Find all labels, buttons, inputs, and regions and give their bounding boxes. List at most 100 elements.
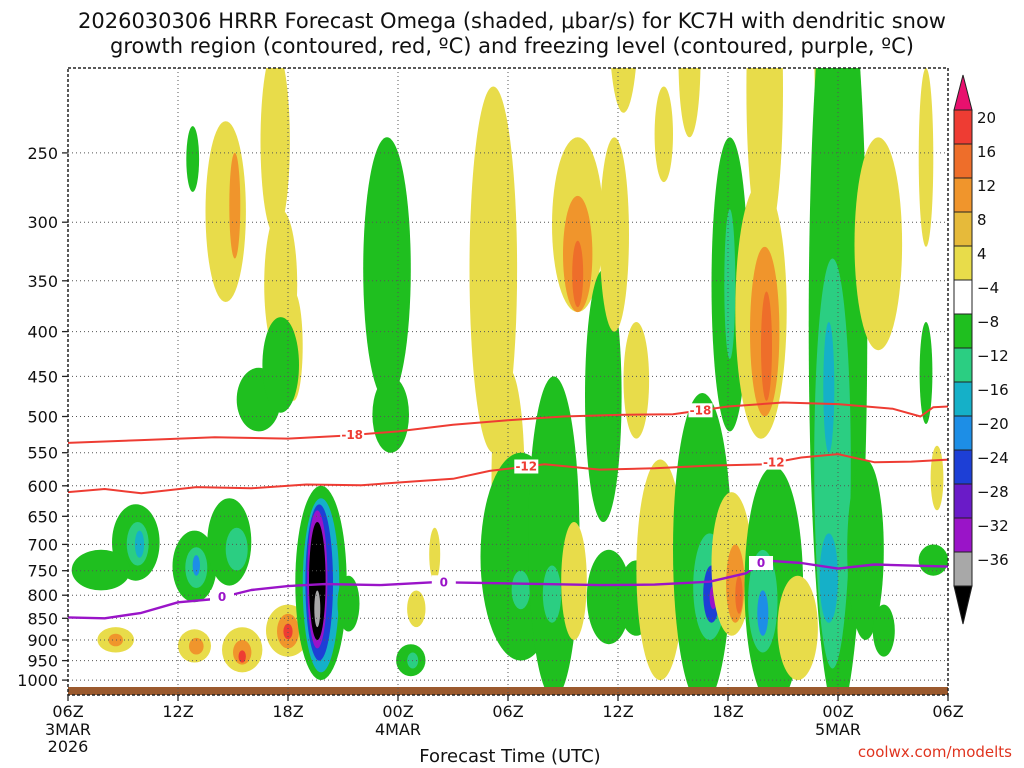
x-tick-sublabel-42-0: 5MAR xyxy=(815,720,861,739)
colorbar: 20 16 12 8 4 −4 −8 −12 −16 −20 −24 −28 −32 −36 xyxy=(953,74,1009,625)
omega-cell-82 xyxy=(819,533,838,623)
omega-cell-10 xyxy=(134,530,145,558)
freezing-level-label-bg-2 xyxy=(749,556,773,570)
colorbar-label-13: −36 xyxy=(977,551,1009,569)
colorbar-segment-8 xyxy=(953,347,973,383)
colorbar-segment-10 xyxy=(953,415,973,451)
terrain-bar xyxy=(68,687,948,695)
colorbar-label-10: −24 xyxy=(977,449,1009,467)
omega-cell-54 xyxy=(623,322,650,439)
x-axis-title: Forecast Time (UTC) xyxy=(419,746,600,767)
colorbar-label-9: −20 xyxy=(977,415,1009,433)
omega-cell-26 xyxy=(283,623,293,640)
freezing-level-label-1: 0 xyxy=(440,575,448,589)
omega-cell-23 xyxy=(238,650,246,663)
omega-cell-55 xyxy=(586,549,631,645)
colorbar-segment-7 xyxy=(953,313,973,349)
x-tick-label-0: 06Z xyxy=(52,702,83,721)
omega-cell-18 xyxy=(225,527,248,571)
omega-cell-33 xyxy=(314,590,321,628)
omega-cell-32 xyxy=(309,522,326,640)
colorbar-segment-5 xyxy=(953,245,973,281)
y-tick-label-450: 450 xyxy=(27,367,58,386)
dgz-minus12-isotherm-label-bg-0 xyxy=(514,459,539,474)
dgz-minus18-isotherm-line xyxy=(68,401,948,444)
colorbar-label-2: 12 xyxy=(977,177,996,195)
colorbar-segment-13 xyxy=(953,517,973,553)
chart-title-line-2: growth region (contoured, red, ºC) and f… xyxy=(110,34,914,58)
colorbar-segment-3 xyxy=(953,177,973,213)
omega-cell-7 xyxy=(262,317,300,413)
y-tick-label-600: 600 xyxy=(27,477,58,496)
colorbar-label-5: −4 xyxy=(977,279,999,297)
y-tick-label-250: 250 xyxy=(27,144,58,163)
omega-cell-0 xyxy=(186,126,200,192)
omega-cell-41 xyxy=(469,86,518,453)
y-tick-label-950: 950 xyxy=(27,652,58,671)
omega-cell-52 xyxy=(599,137,629,332)
source-credit: coolwx.com/modelts xyxy=(858,743,1012,761)
omega-cell-2 xyxy=(229,152,241,259)
y-tick-label-300: 300 xyxy=(27,213,58,232)
contour-labels: -18 -18 -12 -12 0 0 0 xyxy=(210,403,786,605)
x-tick-label-18: 00Z xyxy=(382,702,413,721)
chart-title-line-1: 2026030306 HRRR Forecast Omega (shaded, … xyxy=(78,9,946,33)
y-tick-label-800: 800 xyxy=(27,586,58,605)
omega-cell-34 xyxy=(337,575,360,632)
colorbar-segment-4 xyxy=(953,211,973,247)
colorbar-label-12: −32 xyxy=(977,517,1009,535)
omega-cell-87 xyxy=(918,544,948,576)
colorbar-bottom-arrow xyxy=(953,585,973,625)
omega-cell-64 xyxy=(654,86,673,183)
colorbar-label-11: −28 xyxy=(977,483,1009,501)
omega-cell-85 xyxy=(918,68,934,247)
x-tick-label-36: 18Z xyxy=(712,702,743,721)
dgz-minus18-isotherm-label-0: -18 xyxy=(341,428,363,442)
colorbar-label-6: −8 xyxy=(977,313,999,331)
y-tick-label-750: 750 xyxy=(27,562,58,581)
omega-cell-3 xyxy=(260,68,290,235)
y-axis: 250 300 350 400 450 500 550 600 650 700 750 800 850 9… xyxy=(17,144,68,690)
x-tick-label-6: 12Z xyxy=(162,702,193,721)
omega-cell-53 xyxy=(611,68,636,113)
omega-cell-51 xyxy=(585,269,622,522)
y-tick-label-1000: 1000 xyxy=(17,671,58,690)
omega-cell-49 xyxy=(572,240,584,308)
colorbar-segment-9 xyxy=(953,381,973,417)
omega-cell-88 xyxy=(930,445,944,511)
omega-cell-20 xyxy=(189,637,204,655)
x-tick-label-30: 12Z xyxy=(602,702,633,721)
omega-cell-73 xyxy=(746,68,783,247)
colorbar-label-3: 8 xyxy=(977,211,987,229)
dgz-minus18-isotherm-label-1: -18 xyxy=(690,403,712,417)
colorbar-label-4: 4 xyxy=(977,245,987,263)
omega-cell-72 xyxy=(761,291,772,401)
colorbar-label-0: 20 xyxy=(977,109,996,127)
y-tick-label-900: 900 xyxy=(27,631,58,650)
omega-cell-81 xyxy=(823,322,835,453)
omega-cell-50 xyxy=(561,522,587,640)
x-tick-sublabel-18-0: 4MAR xyxy=(375,720,421,739)
y-tick-label-650: 650 xyxy=(27,507,58,526)
omega-cell-77 xyxy=(777,575,818,681)
x-tick-label-12: 18Z xyxy=(272,702,303,721)
y-tick-label-850: 850 xyxy=(27,609,58,628)
x-tick-sublabel-0-1: 2026 xyxy=(48,737,89,756)
x-tick-label-48: 06Z xyxy=(932,702,963,721)
omega-cell-69 xyxy=(735,575,743,614)
dgz-minus12-isotherm-label-0: -12 xyxy=(515,460,537,474)
omega-cell-44 xyxy=(511,570,530,610)
colorbar-segment-14 xyxy=(953,551,973,587)
omega-cell-86 xyxy=(919,322,933,424)
omega-cell-36 xyxy=(372,376,410,453)
colorbar-segment-6 xyxy=(953,279,973,315)
omega-cell-84 xyxy=(854,137,903,351)
x-tick-sublabel-0-0: 3MAR xyxy=(45,720,91,739)
freezing-level-label-bg-1 xyxy=(431,575,456,590)
colorbar-label-1: 16 xyxy=(977,143,996,161)
dgz-minus18-isotherm-label-bg-1 xyxy=(688,403,713,418)
freezing-level-line xyxy=(68,559,948,620)
omega-shading xyxy=(71,68,948,695)
